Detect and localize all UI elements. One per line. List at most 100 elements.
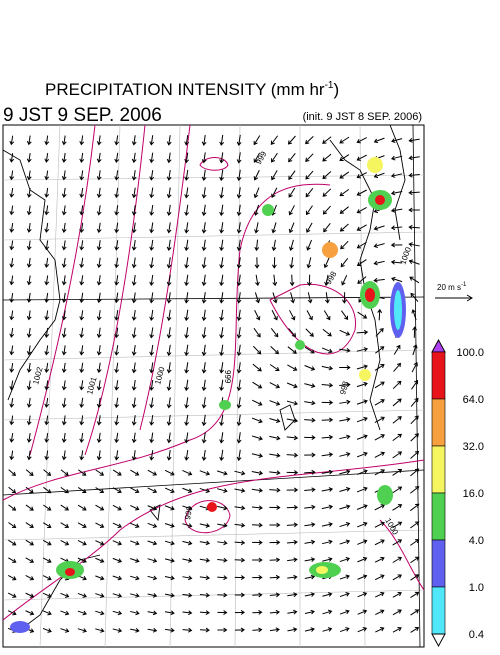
wind-arrow [373, 137, 385, 144]
wind-arrow [286, 435, 299, 441]
wind-arrow [234, 592, 246, 598]
wind-arrow [375, 591, 385, 598]
wind-arrow [236, 379, 242, 392]
wind-arrow [95, 593, 105, 598]
wind-arrow [409, 503, 420, 512]
wind-arrow [219, 204, 225, 217]
wind-arrow [147, 610, 158, 616]
wind-arrow [234, 627, 245, 633]
wind-arrow [408, 190, 420, 196]
wind-arrow [252, 557, 263, 563]
wind-arrow [96, 362, 102, 374]
wind-arrow [184, 432, 190, 444]
wind-arrow [254, 222, 259, 234]
wind-arrow [130, 575, 140, 581]
precip-area [262, 204, 274, 216]
wind-arrow [219, 379, 225, 392]
wind-arrow [184, 152, 190, 164]
wind-arrow [9, 450, 15, 461]
wind-arrow [147, 558, 158, 563]
wind-arrow [269, 540, 281, 545]
wind-arrow [61, 415, 67, 426]
wind-arrow [217, 627, 228, 633]
wind-arrow [251, 522, 263, 528]
wind-arrow [184, 397, 190, 409]
wind-arrow [357, 521, 368, 528]
wind-arrow [8, 504, 17, 511]
wind-arrow [199, 592, 210, 598]
wind-arrow [149, 239, 155, 251]
wind-arrow [164, 575, 175, 581]
wind-arrow [234, 505, 246, 511]
wind-arrow [271, 239, 277, 252]
wind-arrow [357, 627, 368, 633]
wind-arrow [26, 362, 32, 373]
wind-arrow [201, 414, 207, 427]
wind-arrow [373, 260, 385, 266]
wind-arrow [79, 380, 85, 391]
wind-arrow [44, 345, 50, 356]
isobar [29, 124, 96, 456]
wind-arrow [286, 418, 299, 423]
wind-arrow [357, 574, 368, 580]
wind-arrow [201, 344, 207, 357]
wind-arrow [61, 362, 67, 373]
map: 1002 1001 1000 999 998 998 999 999 1000 … [2, 124, 425, 648]
wind-arrow [182, 487, 193, 494]
wind-arrow [252, 575, 263, 580]
wind-arrow [182, 575, 193, 581]
wind-arrow [166, 187, 172, 199]
wind-arrow [254, 257, 260, 269]
wind-arrow [252, 399, 263, 406]
wind-arrow [9, 345, 15, 356]
wind-arrow [79, 135, 85, 146]
wind-arrow [304, 539, 316, 545]
wind-legend-arrow [435, 294, 473, 302]
title-main: PRECIPITATION INTENSITY (mm hr [45, 80, 325, 99]
wind-arrow [339, 188, 350, 197]
wind-arrow [96, 135, 102, 146]
wind-arrow [201, 397, 207, 409]
wind-arrow [77, 610, 87, 616]
isobar [269, 283, 356, 355]
wind-arrow [411, 362, 418, 373]
wind-arrow [286, 400, 298, 406]
wind-arrow [149, 327, 155, 339]
wind-arrow [219, 187, 225, 199]
wind-arrow [251, 505, 263, 511]
wind-arrow [412, 344, 418, 356]
wind-arrow [96, 397, 102, 409]
wind-arrow [25, 504, 34, 511]
wind-arrow [149, 397, 155, 409]
wind-arrow [374, 346, 385, 354]
wind-arrow [166, 414, 172, 426]
wind-arrow [96, 450, 102, 461]
wind-arrow [217, 557, 228, 563]
wind-arrow [182, 505, 193, 511]
wind-arrow [131, 135, 137, 146]
wind-arrow [130, 469, 140, 476]
wind-arrow [271, 310, 278, 321]
wind-arrow [253, 170, 260, 181]
wind-arrow [339, 452, 351, 457]
wind-arrow [44, 257, 50, 268]
wind-arrow [324, 274, 329, 287]
wind-arrow [288, 205, 295, 216]
wind-arrow [236, 327, 242, 339]
wind-arrow [114, 205, 120, 216]
wind-arrow [269, 522, 281, 528]
wind-arrow [114, 170, 120, 181]
wind-arrow [252, 609, 263, 615]
wind-arrow [131, 152, 137, 164]
wind-arrow [252, 627, 263, 633]
wind-arrow [61, 327, 67, 339]
wind-arrow [356, 172, 367, 179]
wind-arrow [79, 152, 85, 163]
wind-arrow [44, 362, 50, 373]
wind-arrow [339, 347, 351, 353]
wind-arrow [306, 274, 312, 287]
wind-arrow [114, 310, 120, 321]
wind-arrow [182, 627, 193, 633]
wind-arrow [184, 169, 190, 181]
